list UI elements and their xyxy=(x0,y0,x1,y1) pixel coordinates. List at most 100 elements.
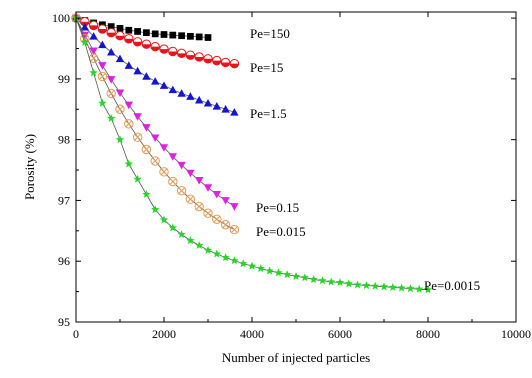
data-point xyxy=(203,245,213,254)
data-point xyxy=(230,108,239,116)
series-label: Pe=150 xyxy=(250,26,290,41)
plot-area: 0 2000 4000 6000 8000 10000 95 96 97 98 99 100 Pe=… xyxy=(52,11,531,341)
data-point xyxy=(185,50,196,60)
data-point xyxy=(89,47,98,56)
data-point xyxy=(107,47,116,56)
data-point xyxy=(107,23,115,30)
data-point xyxy=(159,167,169,177)
data-point xyxy=(124,61,133,69)
data-point xyxy=(133,66,142,75)
data-point xyxy=(116,25,124,32)
data-point xyxy=(151,77,160,85)
data-point xyxy=(168,46,178,57)
data-point xyxy=(159,215,169,224)
series-Pe=1.5 xyxy=(71,13,239,116)
data-point xyxy=(178,32,185,40)
data-point xyxy=(132,37,143,47)
data-point xyxy=(168,176,178,187)
data-point xyxy=(195,241,204,249)
data-point xyxy=(397,283,406,292)
x-tick-label: 0 xyxy=(73,327,79,341)
y-tick-label: 98 xyxy=(58,133,70,147)
y-axis-title: Porosity (%) xyxy=(22,134,37,200)
data-point xyxy=(212,214,222,224)
data-point xyxy=(186,236,195,245)
data-point xyxy=(203,184,213,192)
data-point xyxy=(80,22,89,31)
data-point xyxy=(142,72,151,80)
data-point xyxy=(221,253,230,262)
data-point xyxy=(221,197,230,205)
data-point xyxy=(221,105,230,113)
data-point xyxy=(98,62,107,70)
series-label: Pe=0.15 xyxy=(256,200,299,215)
data-point xyxy=(141,39,152,49)
data-point xyxy=(212,249,221,258)
data-point xyxy=(186,169,195,178)
y-tick-label: 96 xyxy=(58,254,70,268)
series-Pe=0.015 xyxy=(71,13,240,235)
data-point xyxy=(89,32,98,40)
y-tick-label: 97 xyxy=(58,193,70,207)
data-point xyxy=(195,33,203,41)
data-point xyxy=(229,224,240,235)
data-point xyxy=(176,48,187,59)
data-point xyxy=(150,156,160,166)
data-point xyxy=(168,153,177,161)
data-point xyxy=(107,76,116,84)
data-point xyxy=(159,81,169,89)
data-point xyxy=(115,135,125,144)
data-point xyxy=(177,161,186,170)
data-point xyxy=(415,284,424,293)
data-point xyxy=(203,208,213,218)
data-point xyxy=(134,28,141,35)
data-point xyxy=(344,279,353,288)
x-tick-label: 6000 xyxy=(328,327,352,341)
data-point xyxy=(115,54,125,63)
data-point xyxy=(203,54,213,64)
data-point xyxy=(88,53,99,63)
data-point xyxy=(150,41,160,52)
data-point xyxy=(274,268,283,277)
data-point xyxy=(107,113,116,122)
data-point xyxy=(124,159,133,168)
data-point xyxy=(106,27,116,38)
data-point xyxy=(115,31,125,41)
data-point xyxy=(195,95,204,104)
data-point xyxy=(230,256,239,265)
data-point xyxy=(220,57,231,68)
data-point xyxy=(283,270,292,279)
data-point xyxy=(151,205,160,214)
data-point xyxy=(230,203,239,211)
data-point xyxy=(362,281,371,290)
series-layer xyxy=(71,13,433,294)
x-tick-label: 8000 xyxy=(416,327,440,341)
data-point xyxy=(256,264,265,273)
data-point xyxy=(142,124,151,132)
data-point xyxy=(132,132,143,142)
data-point xyxy=(142,189,151,198)
data-point xyxy=(115,89,125,98)
data-point xyxy=(177,89,186,97)
data-point xyxy=(187,32,194,40)
data-point xyxy=(212,102,221,110)
data-point xyxy=(371,281,380,290)
y-tick-label: 100 xyxy=(52,11,70,25)
data-point xyxy=(151,134,160,143)
data-point xyxy=(423,285,433,294)
data-point xyxy=(185,194,196,204)
data-point xyxy=(133,174,142,183)
data-point xyxy=(300,273,309,282)
data-point xyxy=(98,98,107,107)
data-point xyxy=(186,92,195,100)
data-point xyxy=(388,282,397,291)
y-tick-label: 95 xyxy=(58,315,70,329)
data-point xyxy=(212,55,222,66)
data-point xyxy=(176,186,187,196)
series-Pe=0.15 xyxy=(71,14,239,211)
series-line xyxy=(75,17,429,291)
series-labels: Pe=150 Pe=15 Pe=1.5 Pe=0.15 Pe=0.015 Pe=0.001… xyxy=(250,26,480,293)
data-point xyxy=(88,20,99,31)
data-point xyxy=(291,272,301,280)
